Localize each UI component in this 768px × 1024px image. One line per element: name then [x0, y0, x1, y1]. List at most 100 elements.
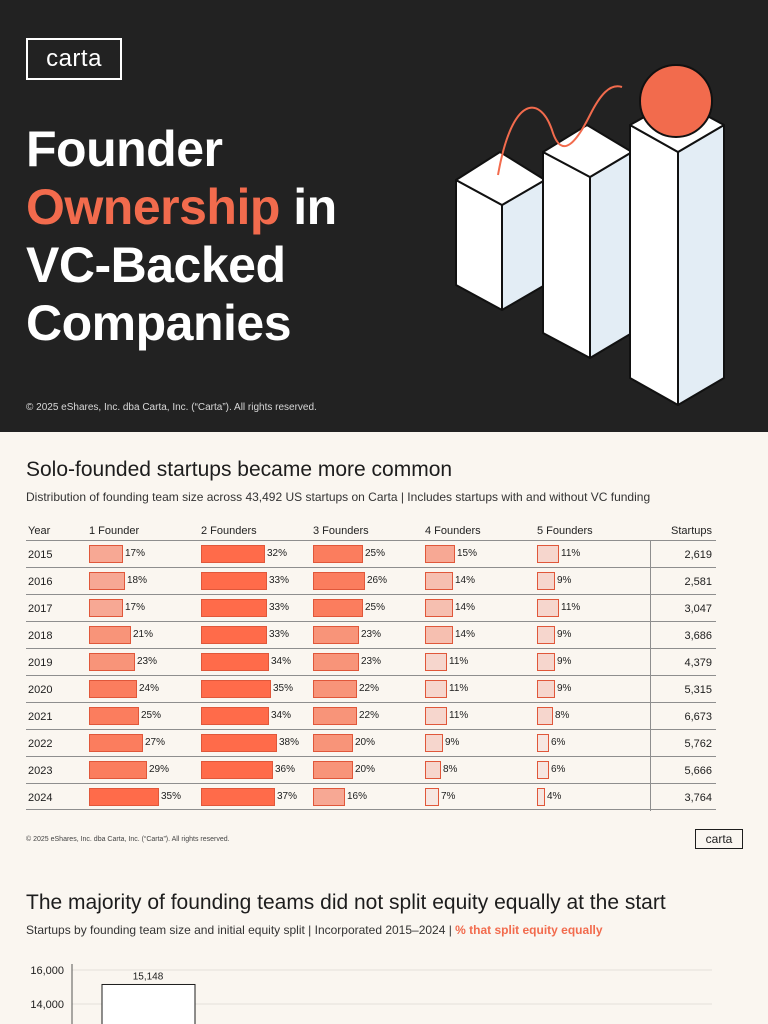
carta-footer-logo[interactable]: carta: [695, 829, 743, 849]
share-bar: [425, 680, 447, 698]
column-divider: [650, 568, 651, 595]
share-bar: [89, 761, 147, 779]
share-value: 26%: [367, 575, 388, 586]
table-header: Year 1 Founder 2 Founders 3 Founders 4 F…: [26, 520, 716, 540]
share-value: 20%: [355, 737, 376, 748]
share-value: 9%: [557, 575, 572, 586]
row-startups: 5,762: [684, 738, 712, 750]
table-row: 2024 35% 37% 16% 7% 4% 3,764: [26, 783, 716, 811]
header-startups: Startups: [671, 525, 712, 537]
share-value: 6%: [551, 737, 566, 748]
share-bar: [89, 545, 123, 563]
row-year: 2016: [28, 576, 53, 588]
hero-title-line1: Founder: [26, 121, 223, 177]
hero-title-line3: VC-Backed: [26, 237, 286, 293]
share-value: 32%: [267, 548, 288, 559]
hero-copyright: © 2025 eShares, Inc. dba Carta, Inc. (“C…: [26, 402, 317, 413]
share-bar: [537, 653, 555, 671]
share-bar: [537, 734, 549, 752]
row-year: 2024: [28, 792, 53, 804]
share-bar: [313, 788, 345, 806]
table-row: 2017 17% 33% 25% 14% 11% 3,047: [26, 594, 716, 622]
row-startups: 5,666: [684, 765, 712, 777]
share-bar: [201, 653, 269, 671]
hero-title: Founder Ownership in VC-Backed Companies: [26, 120, 337, 352]
table-row: 2021 25% 34% 22% 11% 8% 6,673: [26, 702, 716, 730]
share-bar: [89, 572, 125, 590]
share-bar: [89, 734, 143, 752]
row-startups: 6,673: [684, 711, 712, 723]
share-bar: [313, 572, 365, 590]
row-year: 2017: [28, 603, 53, 615]
share-value: 14%: [455, 602, 476, 613]
share-bar: [537, 680, 555, 698]
share-value: 9%: [557, 629, 572, 640]
share-value: 29%: [149, 764, 170, 775]
column-divider: [650, 757, 651, 784]
share-value: 4%: [547, 791, 562, 802]
table-row: 2022 27% 38% 20% 9% 6% 5,762: [26, 729, 716, 757]
share-bar: [313, 545, 363, 563]
share-bar: [201, 734, 277, 752]
share-value: 17%: [125, 602, 146, 613]
section1-footer: © 2025 eShares, Inc. dba Carta, Inc. (“C…: [26, 836, 230, 843]
row-startups: 2,619: [684, 549, 712, 561]
row-year: 2015: [28, 549, 53, 561]
carta-logo[interactable]: carta: [26, 38, 122, 80]
column-divider: [650, 784, 651, 811]
header-2-founders: 2 Founders: [201, 525, 257, 537]
share-bar: [425, 572, 453, 590]
section2-subtitle-highlight: % that split equity equally: [455, 923, 603, 937]
column-divider: [650, 703, 651, 730]
share-bar: [201, 599, 267, 617]
share-bar: [89, 707, 139, 725]
share-value: 27%: [145, 737, 166, 748]
row-startups: 3,764: [684, 792, 712, 804]
share-value: 14%: [455, 629, 476, 640]
share-value: 23%: [361, 629, 382, 640]
share-bar: [313, 734, 353, 752]
share-bar: [201, 761, 273, 779]
header-3-founders: 3 Founders: [313, 525, 369, 537]
equity-split-chart: 16,000 14,000 15,148: [30, 964, 712, 1024]
share-value: 11%: [449, 656, 469, 667]
share-value: 21%: [133, 629, 154, 640]
share-bar: [201, 545, 265, 563]
y-tick-label: 14,000: [30, 999, 64, 1011]
share-bar: [537, 572, 555, 590]
table-row: 2023 29% 36% 20% 8% 6% 5,666: [26, 756, 716, 784]
header-year: Year: [28, 525, 51, 537]
share-value: 11%: [449, 683, 469, 694]
column-divider: [650, 622, 651, 649]
column-divider: [650, 730, 651, 757]
bar-value-label: 15,148: [133, 971, 164, 982]
section2-subtitle-text: Startups by founding team size and initi…: [26, 923, 456, 937]
row-startups: 3,047: [684, 603, 712, 615]
section2-subtitle: Startups by founding team size and initi…: [26, 923, 603, 937]
share-value: 34%: [271, 656, 292, 667]
share-value: 35%: [273, 683, 294, 694]
row-year: 2023: [28, 765, 53, 777]
share-value: 25%: [365, 602, 386, 613]
share-value: 9%: [557, 656, 572, 667]
share-value: 33%: [269, 575, 290, 586]
hero-banner: carta Founder Ownership in VC-Backed Com…: [0, 0, 768, 432]
section1-subtitle: Distribution of founding team size acros…: [26, 490, 651, 504]
share-bar: [425, 788, 439, 806]
share-value: 36%: [275, 764, 296, 775]
row-year: 2019: [28, 657, 53, 669]
row-year: 2021: [28, 711, 53, 723]
share-bar: [537, 761, 549, 779]
column-divider: [650, 541, 651, 568]
share-bar: [537, 545, 559, 563]
share-bar: [201, 680, 271, 698]
table-row: 2018 21% 33% 23% 14% 9% 3,686: [26, 621, 716, 649]
share-value: 23%: [361, 656, 382, 667]
share-bar: [425, 761, 441, 779]
share-value: 11%: [561, 548, 581, 559]
row-startups: 4,379: [684, 657, 712, 669]
share-bar: [201, 788, 275, 806]
share-bar: [425, 626, 453, 644]
share-bar: [89, 788, 159, 806]
table-row: 2020 24% 35% 22% 11% 9% 5,315: [26, 675, 716, 703]
